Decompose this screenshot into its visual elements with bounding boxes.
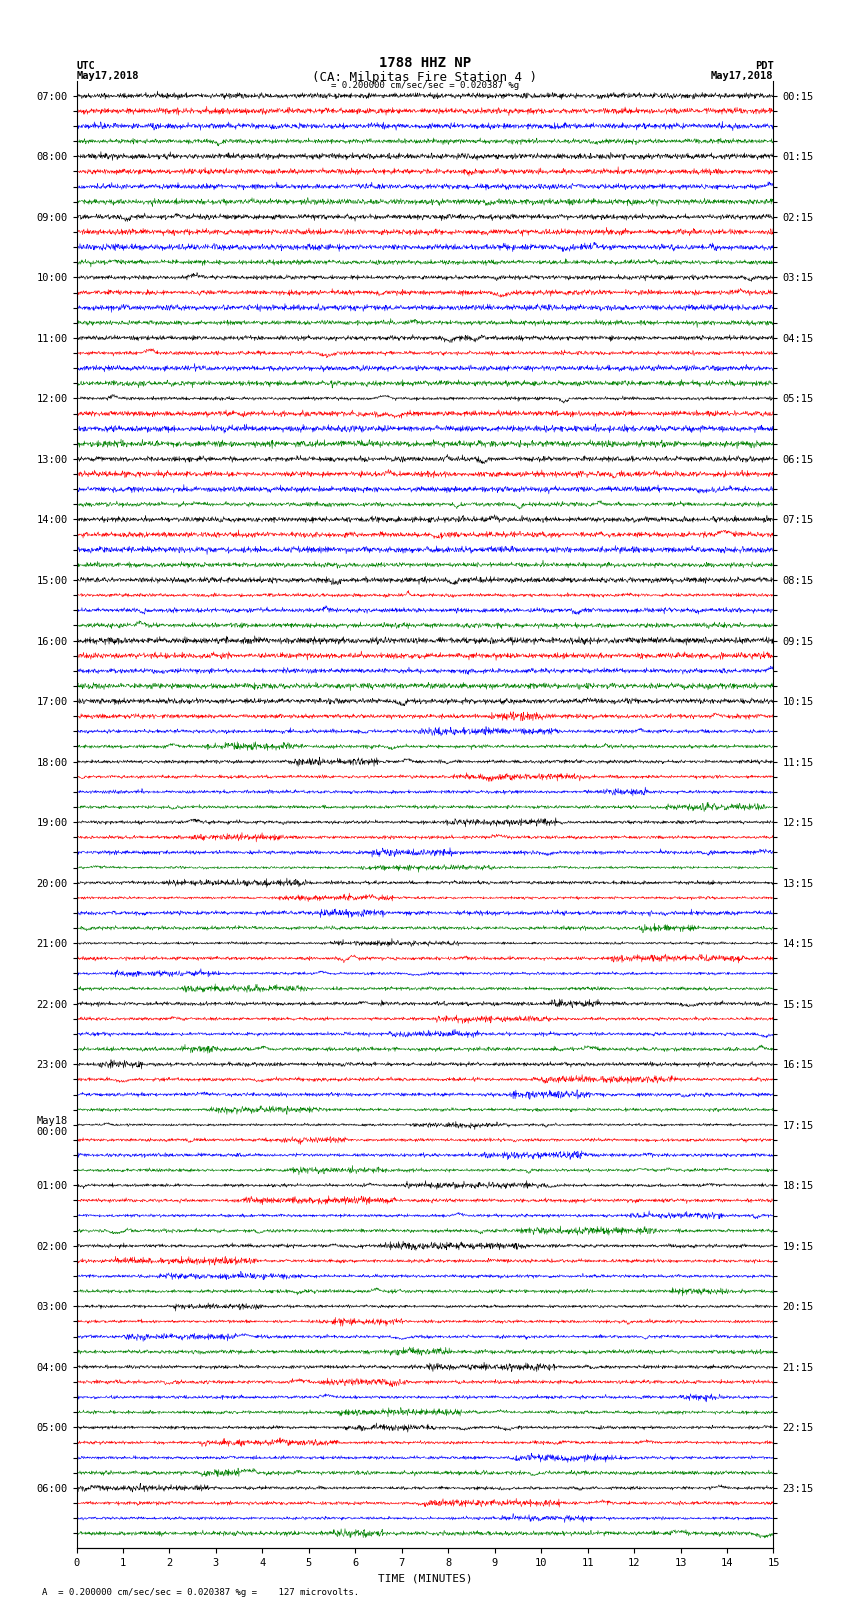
Text: = 0.200000 cm/sec/sec = 0.020387 %g: = 0.200000 cm/sec/sec = 0.020387 %g	[331, 81, 519, 90]
X-axis label: TIME (MINUTES): TIME (MINUTES)	[377, 1574, 473, 1584]
Text: 1788 HHZ NP: 1788 HHZ NP	[379, 56, 471, 71]
Text: (CA: Milpitas Fire Station 4 ): (CA: Milpitas Fire Station 4 )	[313, 71, 537, 84]
Text: PDT: PDT	[755, 61, 774, 71]
Text: A  = 0.200000 cm/sec/sec = 0.020387 %g =    127 microvolts.: A = 0.200000 cm/sec/sec = 0.020387 %g = …	[42, 1587, 360, 1597]
Text: May17,2018: May17,2018	[711, 71, 774, 81]
Text: May17,2018: May17,2018	[76, 71, 139, 81]
Text: UTC: UTC	[76, 61, 95, 71]
